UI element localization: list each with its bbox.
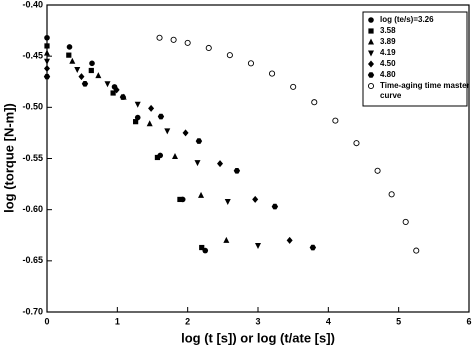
data-point — [43, 73, 51, 80]
data-point — [66, 52, 72, 58]
data-point — [205, 44, 212, 52]
data-point — [402, 218, 409, 225]
data-point — [172, 152, 179, 159]
data-point — [134, 114, 141, 121]
legend-label: 3.58 — [380, 26, 396, 35]
data-point — [311, 99, 318, 106]
x-tick-label: 2 — [185, 316, 190, 326]
data-point — [247, 60, 255, 67]
data-point — [156, 34, 163, 41]
legend-marker — [368, 60, 374, 68]
legend-label: log (te/s)=3.26 — [380, 15, 434, 24]
data-point — [133, 119, 139, 125]
data-point — [157, 113, 165, 120]
y-axis-title: log (torque [N-m]) — [1, 103, 16, 213]
data-point — [44, 34, 50, 41]
data-point — [119, 94, 127, 100]
data-point — [374, 167, 381, 174]
data-point — [164, 128, 171, 135]
x-tick-label: 3 — [255, 316, 260, 326]
legend-label: 4.80 — [380, 70, 396, 79]
legend-marker — [368, 17, 374, 23]
data-point — [44, 43, 50, 49]
x-tick-label: 5 — [396, 316, 401, 326]
legend-box — [362, 11, 468, 107]
legend-marker — [368, 38, 374, 45]
data-point — [195, 138, 203, 144]
data-point — [271, 203, 279, 210]
data-point — [95, 72, 102, 79]
legend-label: 4.50 — [380, 59, 396, 68]
x-tick-label: 6 — [466, 316, 471, 326]
data-point — [290, 83, 297, 90]
data-point — [332, 117, 339, 124]
legend-marker — [368, 50, 374, 57]
data-point — [74, 66, 81, 73]
data-point — [224, 198, 231, 205]
y-tick-label: -0.50 — [22, 102, 43, 112]
legend-marker — [367, 72, 375, 78]
data-point — [69, 57, 76, 64]
legend-marker — [368, 28, 374, 34]
data-point — [177, 196, 183, 203]
data-point — [388, 191, 395, 198]
legend-marker — [367, 82, 375, 90]
data-point — [217, 160, 224, 168]
data-point — [353, 140, 360, 147]
data-point — [184, 39, 191, 46]
data-point — [198, 191, 205, 198]
data-point — [110, 90, 116, 96]
legend-label: 3.89 — [380, 37, 396, 46]
data-point — [286, 236, 293, 244]
data-point — [78, 73, 85, 81]
data-point — [44, 58, 50, 65]
data-point — [81, 80, 89, 87]
data-point — [413, 247, 420, 254]
data-point — [148, 104, 155, 112]
y-tick-label: -0.45 — [22, 51, 43, 61]
data-point — [233, 167, 241, 174]
y-tick-label: -0.40 — [22, 0, 43, 9]
data-point — [309, 244, 317, 251]
x-tick-label: 0 — [44, 316, 49, 326]
data-point — [66, 44, 73, 50]
y-tick-label: -0.70 — [22, 306, 43, 316]
data-point — [44, 49, 50, 56]
data-point — [113, 86, 120, 94]
data-point — [89, 60, 95, 67]
data-point — [194, 160, 201, 167]
y-tick-label: -0.65 — [22, 255, 43, 265]
y-tick-label: -0.60 — [22, 204, 43, 214]
y-tick-label: -0.55 — [22, 153, 43, 163]
legend-label: Time-aging time master curve — [380, 81, 470, 100]
data-point — [44, 64, 50, 72]
x-axis-title: log (t [s]) or log (t/ate [s]) — [181, 330, 335, 345]
data-point — [104, 81, 111, 88]
data-point — [269, 70, 276, 77]
x-tick-label: 1 — [115, 316, 120, 326]
data-point — [88, 67, 94, 74]
data-point — [170, 36, 177, 43]
data-point — [199, 244, 205, 251]
data-point — [255, 242, 261, 249]
data-point — [252, 195, 259, 203]
data-point — [146, 120, 153, 127]
data-point — [226, 52, 233, 59]
data-point — [182, 129, 189, 137]
x-tick-label: 4 — [326, 316, 331, 326]
data-point — [223, 236, 230, 243]
data-point — [154, 154, 161, 161]
data-point — [134, 101, 141, 108]
legend-label: 4.19 — [380, 48, 396, 57]
